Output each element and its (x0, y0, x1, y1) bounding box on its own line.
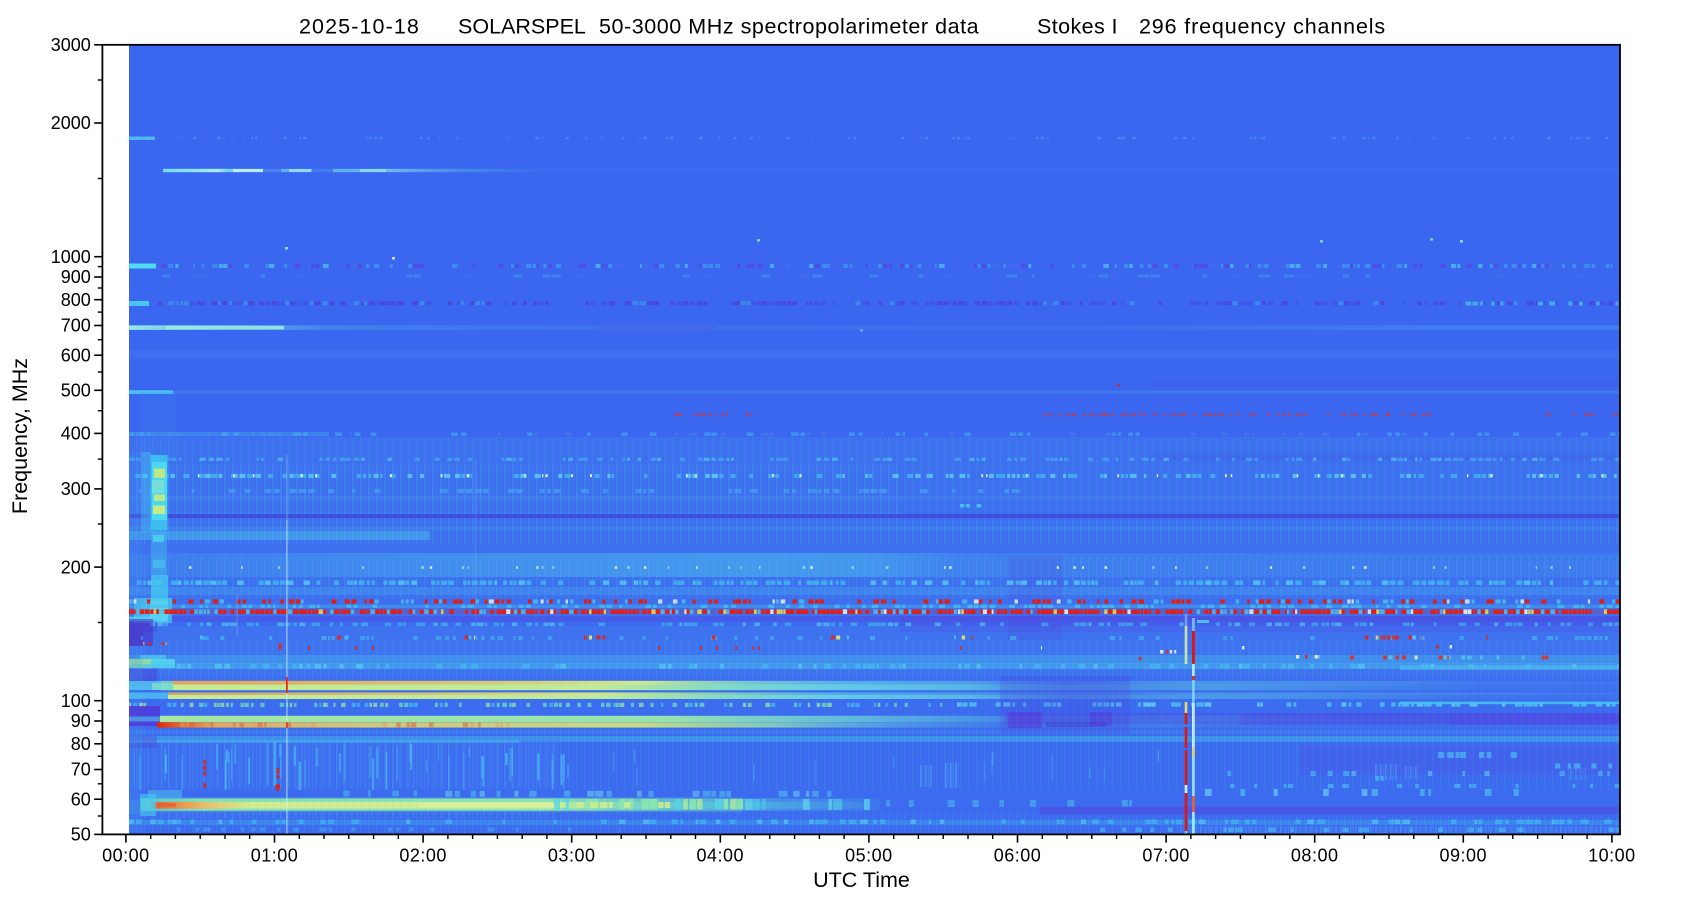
svg-text:02:00: 02:00 (399, 846, 447, 866)
svg-text:300: 300 (61, 479, 91, 499)
svg-text:05:00: 05:00 (845, 846, 893, 866)
svg-text:01:00: 01:00 (251, 846, 299, 866)
svg-text:2025-10-18: 2025-10-18 (299, 15, 420, 39)
svg-text:80: 80 (71, 734, 91, 754)
svg-text:00:00: 00:00 (102, 846, 150, 866)
svg-text:700: 700 (61, 316, 91, 336)
svg-text:10:00: 10:00 (1588, 846, 1636, 866)
svg-text:600: 600 (61, 345, 91, 365)
svg-text:2000: 2000 (51, 113, 91, 133)
svg-text:3000: 3000 (51, 35, 91, 55)
svg-text:296 frequency channels: 296 frequency channels (1139, 15, 1386, 39)
svg-text:100: 100 (61, 691, 91, 711)
svg-text:60: 60 (71, 789, 91, 809)
svg-text:400: 400 (61, 424, 91, 444)
svg-text:50: 50 (71, 825, 91, 845)
svg-text:UTC Time: UTC Time (813, 868, 910, 892)
svg-text:04:00: 04:00 (697, 846, 745, 866)
svg-text:Stokes I: Stokes I (1037, 15, 1118, 39)
svg-text:1000: 1000 (51, 247, 91, 267)
svg-text:Frequency, MHz: Frequency, MHz (8, 358, 32, 514)
svg-text:500: 500 (61, 381, 91, 401)
svg-text:06:00: 06:00 (994, 846, 1042, 866)
svg-text:50-3000 MHz spectropolarimeter: 50-3000 MHz spectropolarimeter data (599, 15, 979, 39)
svg-text:08:00: 08:00 (1291, 846, 1339, 866)
svg-text:800: 800 (61, 290, 91, 310)
svg-text:09:00: 09:00 (1440, 846, 1488, 866)
svg-text:70: 70 (71, 760, 91, 780)
svg-text:SOLARSPEL: SOLARSPEL (458, 15, 586, 39)
svg-text:900: 900 (61, 267, 91, 287)
svg-text:07:00: 07:00 (1142, 846, 1190, 866)
svg-text:90: 90 (71, 711, 91, 731)
svg-text:200: 200 (61, 557, 91, 577)
svg-text:03:00: 03:00 (548, 846, 596, 866)
